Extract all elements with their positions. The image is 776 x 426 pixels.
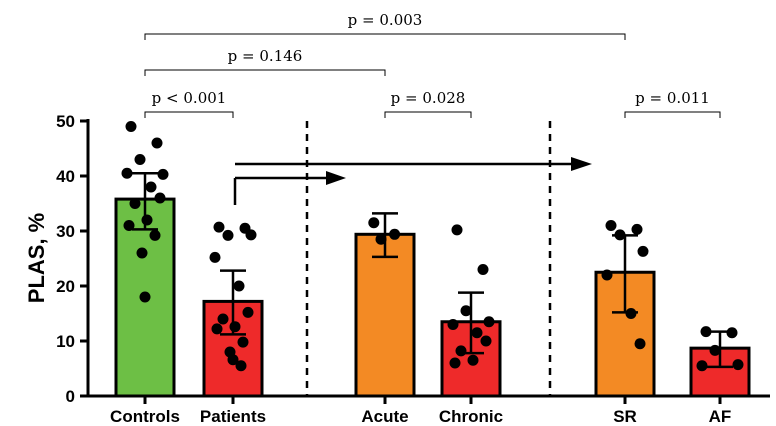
- category-label-controls: Controls: [110, 407, 180, 426]
- significance-bracket: [144, 33, 626, 40]
- data-point: [229, 321, 241, 333]
- data-point: [233, 280, 245, 292]
- data-point: [451, 224, 463, 236]
- data-point: [460, 305, 472, 317]
- data-point: [123, 220, 135, 231]
- data-point: [245, 229, 257, 241]
- data-point: [151, 137, 163, 149]
- data-point: [134, 154, 146, 165]
- y-tick-label: 30: [56, 222, 75, 241]
- data-point: [389, 228, 401, 240]
- y-tick-label: 50: [56, 112, 75, 131]
- category-label-acute: Acute: [361, 407, 408, 426]
- data-point: [125, 121, 137, 132]
- data-point: [726, 327, 738, 339]
- significance-bracket: [144, 111, 234, 118]
- data-point: [480, 335, 492, 347]
- data-point: [213, 221, 225, 233]
- significance-bracket: [384, 111, 472, 118]
- data-point: [471, 327, 483, 339]
- data-point: [631, 223, 643, 235]
- y-tick-label: 0: [66, 387, 75, 406]
- category-label-patients: Patients: [200, 407, 266, 426]
- data-point: [614, 229, 626, 241]
- data-point: [477, 264, 489, 275]
- data-point: [447, 319, 459, 330]
- y-tick-label: 20: [56, 277, 75, 296]
- significance-bracket: [624, 111, 721, 118]
- data-point: [227, 354, 239, 366]
- plot-area: 0 10 20 30 40 50 Controls Patients Acute Chronic S…: [56, 11, 770, 426]
- data-point: [217, 313, 229, 325]
- data-point: [605, 220, 617, 231]
- data-point: [157, 168, 169, 180]
- y-tick-label: 40: [56, 167, 75, 186]
- category-label-chronic: Chronic: [439, 407, 503, 426]
- significance-bracket: [144, 69, 386, 76]
- data-point: [637, 245, 649, 257]
- category-label-sr: SR: [613, 407, 637, 426]
- data-point: [235, 360, 247, 372]
- p-value-label: p < 0.001: [152, 89, 227, 107]
- y-axis-label: PLAS, %: [24, 213, 49, 303]
- p-value-label: p = 0.028: [391, 89, 466, 107]
- data-point: [222, 229, 234, 241]
- data-point: [368, 217, 380, 229]
- y-tick-label: 10: [56, 332, 75, 351]
- data-point: [700, 326, 712, 338]
- data-point: [625, 308, 637, 319]
- data-point: [601, 269, 613, 281]
- data-point: [149, 229, 161, 241]
- data-point: [121, 167, 133, 179]
- data-point: [467, 354, 479, 366]
- category-label-af: AF: [709, 407, 732, 426]
- data-point: [139, 291, 151, 303]
- data-point: [129, 198, 141, 209]
- data-point: [709, 344, 721, 356]
- data-point: [696, 360, 708, 372]
- data-point: [136, 247, 148, 259]
- arrowhead-icon: [326, 171, 346, 185]
- data-point: [375, 233, 387, 245]
- arrowhead-icon: [571, 157, 592, 171]
- data-point: [211, 323, 223, 335]
- data-point: [154, 192, 166, 204]
- data-point: [483, 316, 495, 328]
- p-value-label: p = 0.011: [635, 89, 710, 107]
- data-point: [455, 345, 467, 357]
- bar-acute: [354, 232, 416, 398]
- data-point: [634, 338, 646, 350]
- data-point: [141, 214, 153, 226]
- data-point: [145, 181, 157, 193]
- p-value-label: p = 0.003: [348, 11, 423, 29]
- data-point: [242, 306, 254, 318]
- p-value-label: p = 0.146: [228, 47, 303, 65]
- data-point: [449, 357, 461, 369]
- data-point: [209, 251, 221, 263]
- data-point: [732, 359, 744, 371]
- data-point: [237, 336, 249, 348]
